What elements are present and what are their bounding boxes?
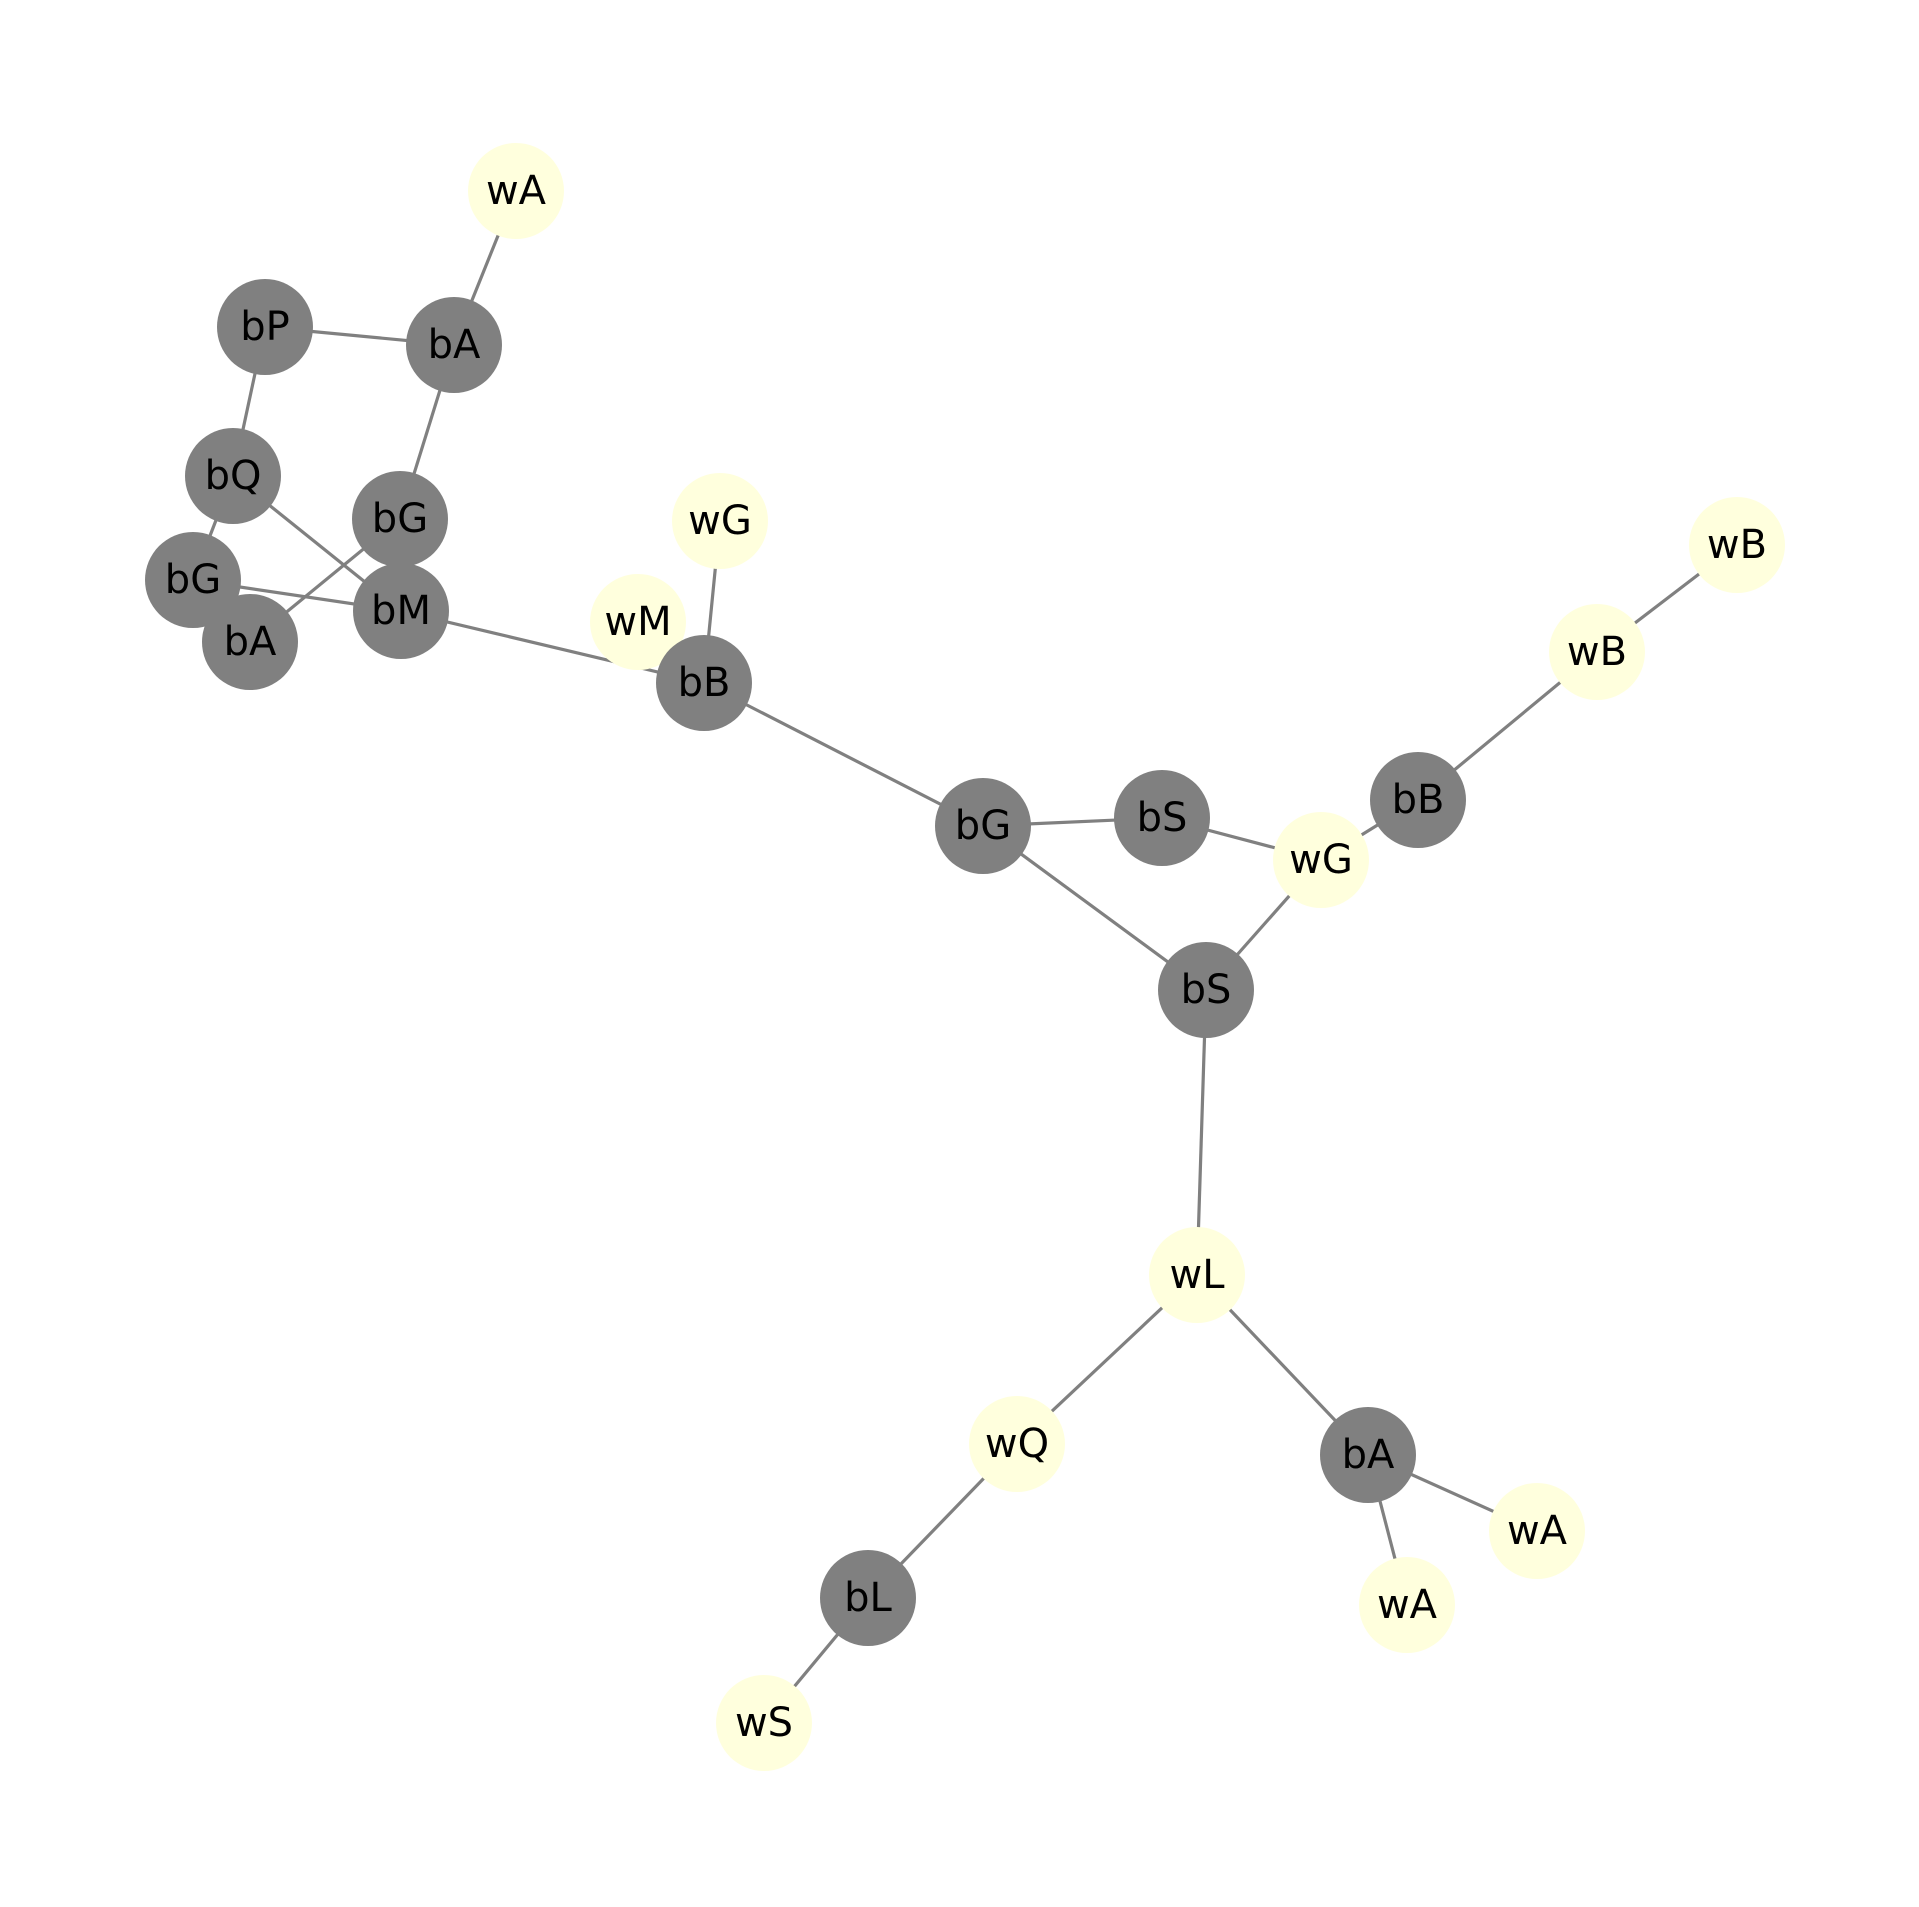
node-label: wA	[1377, 1582, 1438, 1628]
node-circle	[1549, 604, 1645, 700]
node-label: wG	[688, 498, 752, 544]
node-label: bQ	[205, 453, 262, 499]
node-circle	[1149, 1227, 1245, 1323]
node-circle	[716, 1675, 812, 1771]
graph-node-black: bB	[1370, 752, 1466, 848]
graph-node-black: bL	[820, 1550, 916, 1646]
graph-node-white: wQ	[969, 1396, 1065, 1492]
graph-node-black: bP	[217, 279, 313, 375]
graph-node-black: bM	[353, 563, 449, 659]
node-label: bS	[1137, 795, 1188, 841]
node-circle	[672, 473, 768, 569]
graph-edge	[400, 609, 705, 685]
node-label: bB	[678, 660, 731, 706]
node-label: bG	[372, 496, 428, 542]
node-label: bG	[165, 557, 221, 603]
graph-node-white: wG	[672, 473, 768, 569]
graph-node-black: bQ	[185, 428, 281, 524]
node-label: wS	[735, 1700, 793, 1746]
node-circle	[1273, 812, 1369, 908]
graph-node-black: bG	[935, 778, 1031, 874]
node-circle	[969, 1396, 1065, 1492]
graph-node-black: bA	[202, 594, 298, 690]
node-circle	[468, 143, 564, 239]
graph-node-white: wM	[590, 574, 686, 670]
graph-node-black: bA	[1320, 1407, 1416, 1503]
node-circle	[590, 574, 686, 670]
node-label: bL	[844, 1575, 892, 1621]
node-circle	[1689, 497, 1785, 593]
node-label: bM	[371, 588, 431, 634]
node-label: bP	[240, 304, 290, 350]
node-circle	[145, 532, 241, 628]
node-circle	[217, 279, 313, 375]
node-circle	[202, 594, 298, 690]
graph-node-white: wB	[1549, 604, 1645, 700]
node-label: wA	[486, 168, 547, 214]
node-circle	[1158, 942, 1254, 1038]
node-label: wQ	[985, 1421, 1049, 1467]
graph-node-black: bA	[406, 297, 502, 393]
edge-layer	[191, 190, 1738, 1725]
node-label: wM	[604, 599, 671, 645]
node-circle	[1320, 1407, 1416, 1503]
node-label: wL	[1170, 1252, 1226, 1298]
node-label: wB	[1567, 629, 1627, 675]
node-circle	[1489, 1483, 1585, 1579]
node-circle	[1370, 752, 1466, 848]
node-circle	[656, 635, 752, 731]
node-label: wA	[1507, 1508, 1568, 1554]
graph-node-white: wA	[1489, 1483, 1585, 1579]
graph-node-white: wA	[1359, 1557, 1455, 1653]
node-circle	[352, 471, 448, 567]
node-circle	[185, 428, 281, 524]
graph-node-white: wB	[1689, 497, 1785, 593]
node-label: bG	[955, 803, 1011, 849]
graph-node-black: bG	[145, 532, 241, 628]
node-circle	[820, 1550, 916, 1646]
graph-node-white: wG	[1273, 812, 1369, 908]
node-circle	[1114, 770, 1210, 866]
graph-node-white: wA	[468, 143, 564, 239]
graph-node-black: bB	[656, 635, 752, 731]
node-circle	[935, 778, 1031, 874]
node-circle	[353, 563, 449, 659]
node-label: wG	[1289, 837, 1353, 883]
node-label: wB	[1707, 522, 1767, 568]
node-circle	[406, 297, 502, 393]
graph-edge	[703, 681, 984, 828]
node-label: bA	[428, 322, 481, 368]
node-label: bA	[224, 619, 277, 665]
node-label: bS	[1181, 967, 1232, 1013]
graph-node-white: wS	[716, 1675, 812, 1771]
graph-node-white: wL	[1149, 1227, 1245, 1323]
node-label: bB	[1392, 777, 1445, 823]
graph-node-black: bG	[352, 471, 448, 567]
node-circle	[1359, 1557, 1455, 1653]
graph-node-black: bS	[1158, 942, 1254, 1038]
node-label: bA	[1342, 1432, 1395, 1478]
graph-node-black: bS	[1114, 770, 1210, 866]
